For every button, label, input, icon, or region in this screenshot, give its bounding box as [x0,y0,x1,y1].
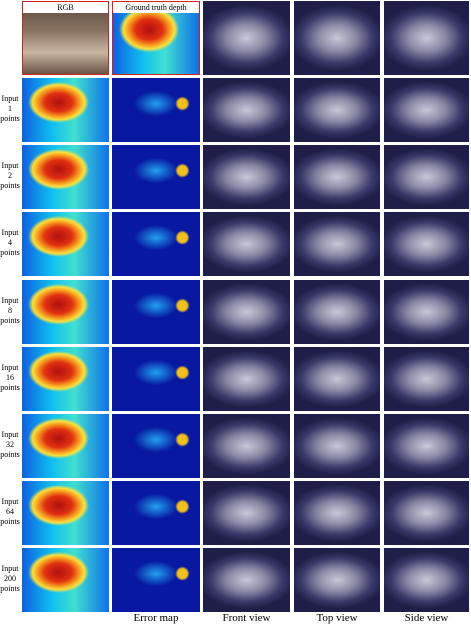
rgb-label: RGB [23,2,108,13]
error-map-image [112,548,200,613]
front-view-image [203,212,290,277]
top-view-image [294,481,380,546]
row-label: Input 2 points [0,161,20,191]
row-label: Input 16 points [0,362,20,392]
prediction-image [22,414,109,478]
top-view-image [294,346,380,411]
front-view-image [203,78,290,142]
column-caption: Top view [316,612,358,624]
error-map-image [112,481,200,546]
depth-image: Ground truth depth [112,1,200,75]
error-map-image [112,346,200,411]
side-view-image [384,279,469,344]
row-label: Input 4 points [0,228,20,258]
side-view-image [384,548,469,613]
row-label: Input 200 points [0,564,20,594]
column-caption: Side view [404,612,449,624]
front-view-image [203,346,290,411]
top-view-image [294,1,380,75]
top-view-image [294,548,380,613]
prediction-image [22,145,109,210]
column-caption: Front view [222,612,271,624]
side-view-image [384,481,469,546]
side-view-image [384,78,469,142]
error-map-image [112,279,200,344]
side-view-image [384,145,469,210]
front-view-image [203,414,290,478]
prediction-image [22,212,109,277]
front-view-image [203,548,290,613]
front-view-image [203,481,290,546]
top-view-image [294,212,380,277]
side-view-image [384,414,469,478]
error-map-image [112,414,200,478]
top-view-image [294,279,380,344]
row-label: Input 8 points [0,295,20,325]
row-label: Input 32 points [0,430,20,459]
top-view-image [294,78,380,142]
front-view-image [203,1,290,75]
error-map-image [112,78,200,142]
top-view-image [294,145,380,210]
error-map-image [112,212,200,277]
prediction-image [22,346,109,411]
depth-label: Ground truth depth [113,2,199,13]
rgb-image: RGB [22,1,109,75]
prediction-image [22,78,109,142]
prediction-image [22,279,109,344]
side-view-image [384,346,469,411]
side-view-image [384,1,469,75]
column-caption: Error map [133,612,179,624]
top-view-image [294,414,380,478]
front-view-image [203,145,290,210]
prediction-image [22,481,109,546]
error-map-image [112,145,200,210]
row-label: Input 64 points [0,497,20,527]
prediction-image [22,548,109,613]
front-view-image [203,279,290,344]
row-label: Input 1 points [0,94,20,123]
side-view-image [384,212,469,277]
